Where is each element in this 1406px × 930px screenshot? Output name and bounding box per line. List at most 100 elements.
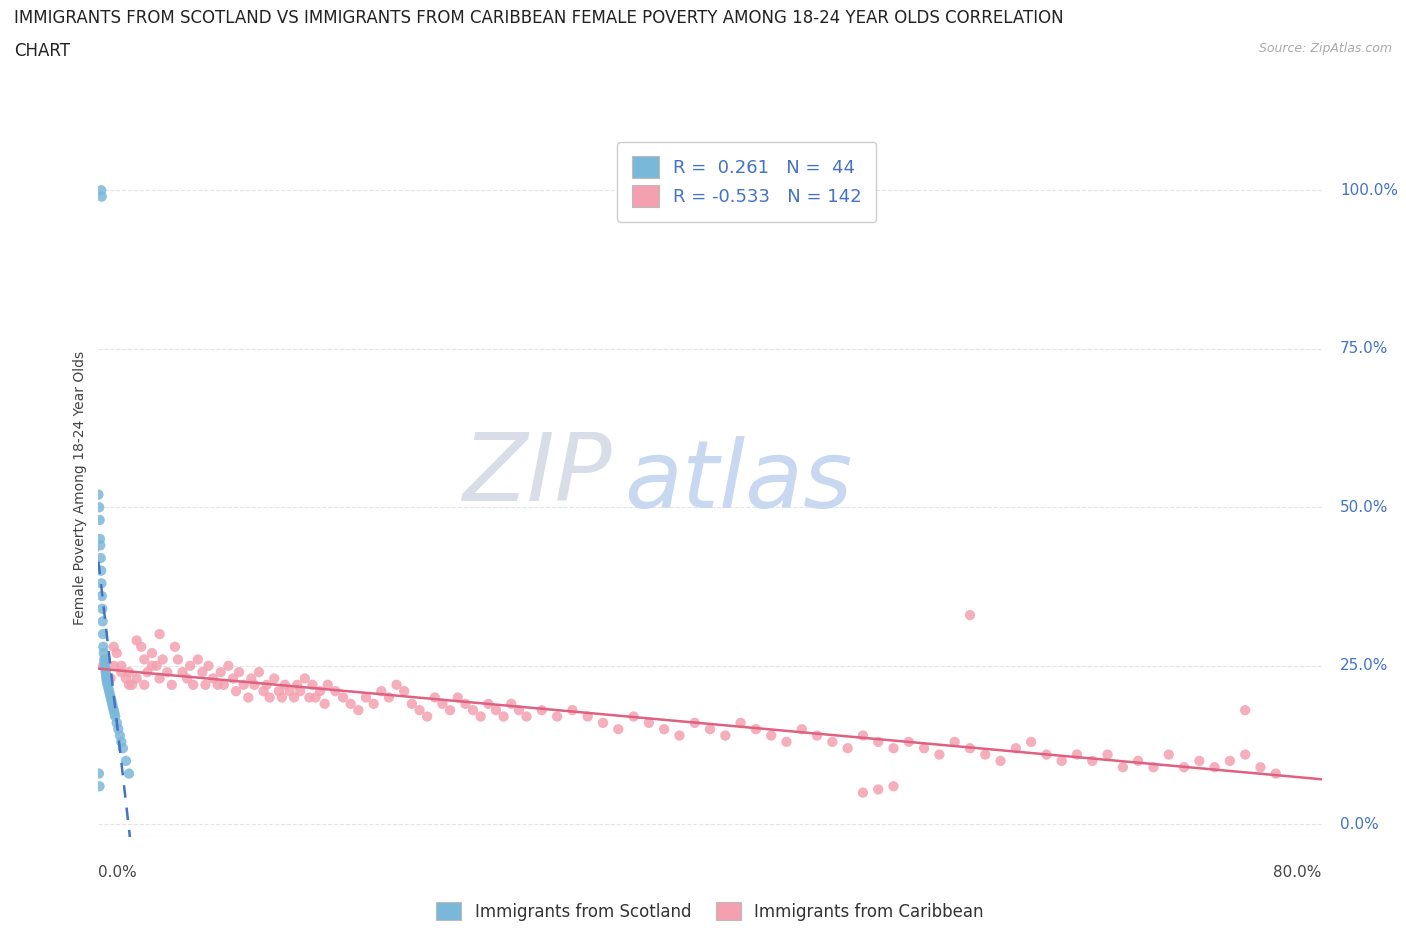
Point <box>97 681 120 696</box>
Point <box>115 753 138 768</box>
Point <box>100 671 122 686</box>
Point <box>1066 747 1088 762</box>
Point <box>118 665 141 680</box>
Point <box>470 709 492 724</box>
Point <box>1173 760 1195 775</box>
Y-axis label: Female Poverty Among 18-24 Year Olds: Female Poverty Among 18-24 Year Olds <box>73 352 87 625</box>
Point <box>477 697 499 711</box>
Point <box>225 684 247 698</box>
Point <box>1188 753 1211 768</box>
Point <box>163 639 186 654</box>
Point <box>243 677 266 692</box>
Point <box>278 684 301 698</box>
Point <box>990 753 1012 768</box>
Point <box>392 684 416 698</box>
Point <box>152 652 174 667</box>
Point <box>883 778 905 793</box>
Point <box>683 715 706 730</box>
Text: 100.0%: 100.0% <box>1340 182 1398 198</box>
Point <box>217 658 239 673</box>
Point <box>90 589 112 604</box>
Point <box>228 665 250 680</box>
Point <box>176 671 198 686</box>
Point <box>775 735 797 750</box>
Point <box>408 703 430 718</box>
Point <box>607 722 630 737</box>
Point <box>256 677 278 692</box>
Point <box>745 722 768 737</box>
Point <box>868 782 890 797</box>
Point <box>821 735 844 750</box>
Text: IMMIGRANTS FROM SCOTLAND VS IMMIGRANTS FROM CARIBBEAN FEMALE POVERTY AMONG 18-24: IMMIGRANTS FROM SCOTLAND VS IMMIGRANTS F… <box>14 9 1064 27</box>
Point <box>454 697 477 711</box>
Point <box>546 709 568 724</box>
Point <box>790 722 813 737</box>
Point <box>96 671 118 686</box>
Point <box>129 639 152 654</box>
Point <box>274 677 297 692</box>
Point <box>156 665 179 680</box>
Point <box>87 487 110 502</box>
Point <box>93 645 115 660</box>
Point <box>98 687 121 702</box>
Point <box>181 677 204 692</box>
Point <box>668 728 690 743</box>
Point <box>652 722 675 737</box>
Point <box>332 690 354 705</box>
Point <box>222 671 245 686</box>
Point <box>912 741 935 756</box>
Point <box>103 639 125 654</box>
Point <box>118 766 141 781</box>
Point <box>868 735 890 750</box>
Point <box>492 709 515 724</box>
Point <box>212 677 235 692</box>
Point <box>134 677 156 692</box>
Point <box>354 690 377 705</box>
Point <box>592 715 614 730</box>
Text: 50.0%: 50.0% <box>1340 499 1388 515</box>
Point <box>806 728 828 743</box>
Point <box>179 658 201 673</box>
Point <box>1019 735 1042 750</box>
Point <box>1050 753 1073 768</box>
Point <box>107 722 129 737</box>
Point <box>347 703 370 718</box>
Legend: Immigrants from Scotland, Immigrants from Caribbean: Immigrants from Scotland, Immigrants fro… <box>427 894 993 929</box>
Point <box>100 693 122 708</box>
Point <box>101 699 124 714</box>
Point <box>94 652 117 667</box>
Point <box>194 677 217 692</box>
Point <box>1264 766 1286 781</box>
Point <box>110 665 132 680</box>
Point <box>89 499 111 514</box>
Point <box>699 722 721 737</box>
Point <box>145 658 167 673</box>
Point <box>232 677 254 692</box>
Point <box>714 728 737 743</box>
Point <box>401 697 423 711</box>
Point <box>730 715 752 730</box>
Point <box>461 703 484 718</box>
Point <box>101 697 124 711</box>
Point <box>207 677 229 692</box>
Point <box>294 671 316 686</box>
Point <box>105 645 128 660</box>
Point <box>125 633 148 648</box>
Point <box>325 684 347 698</box>
Point <box>87 766 110 781</box>
Point <box>485 703 508 718</box>
Point <box>974 747 997 762</box>
Point <box>247 665 270 680</box>
Point <box>91 627 114 642</box>
Point <box>97 677 120 692</box>
Point <box>385 677 408 692</box>
Point <box>93 652 115 667</box>
Point <box>197 658 219 673</box>
Point <box>1234 703 1257 718</box>
Point <box>439 703 461 718</box>
Point <box>94 658 117 673</box>
Point <box>623 709 645 724</box>
Point <box>576 709 599 724</box>
Point <box>959 741 981 756</box>
Point <box>447 690 470 705</box>
